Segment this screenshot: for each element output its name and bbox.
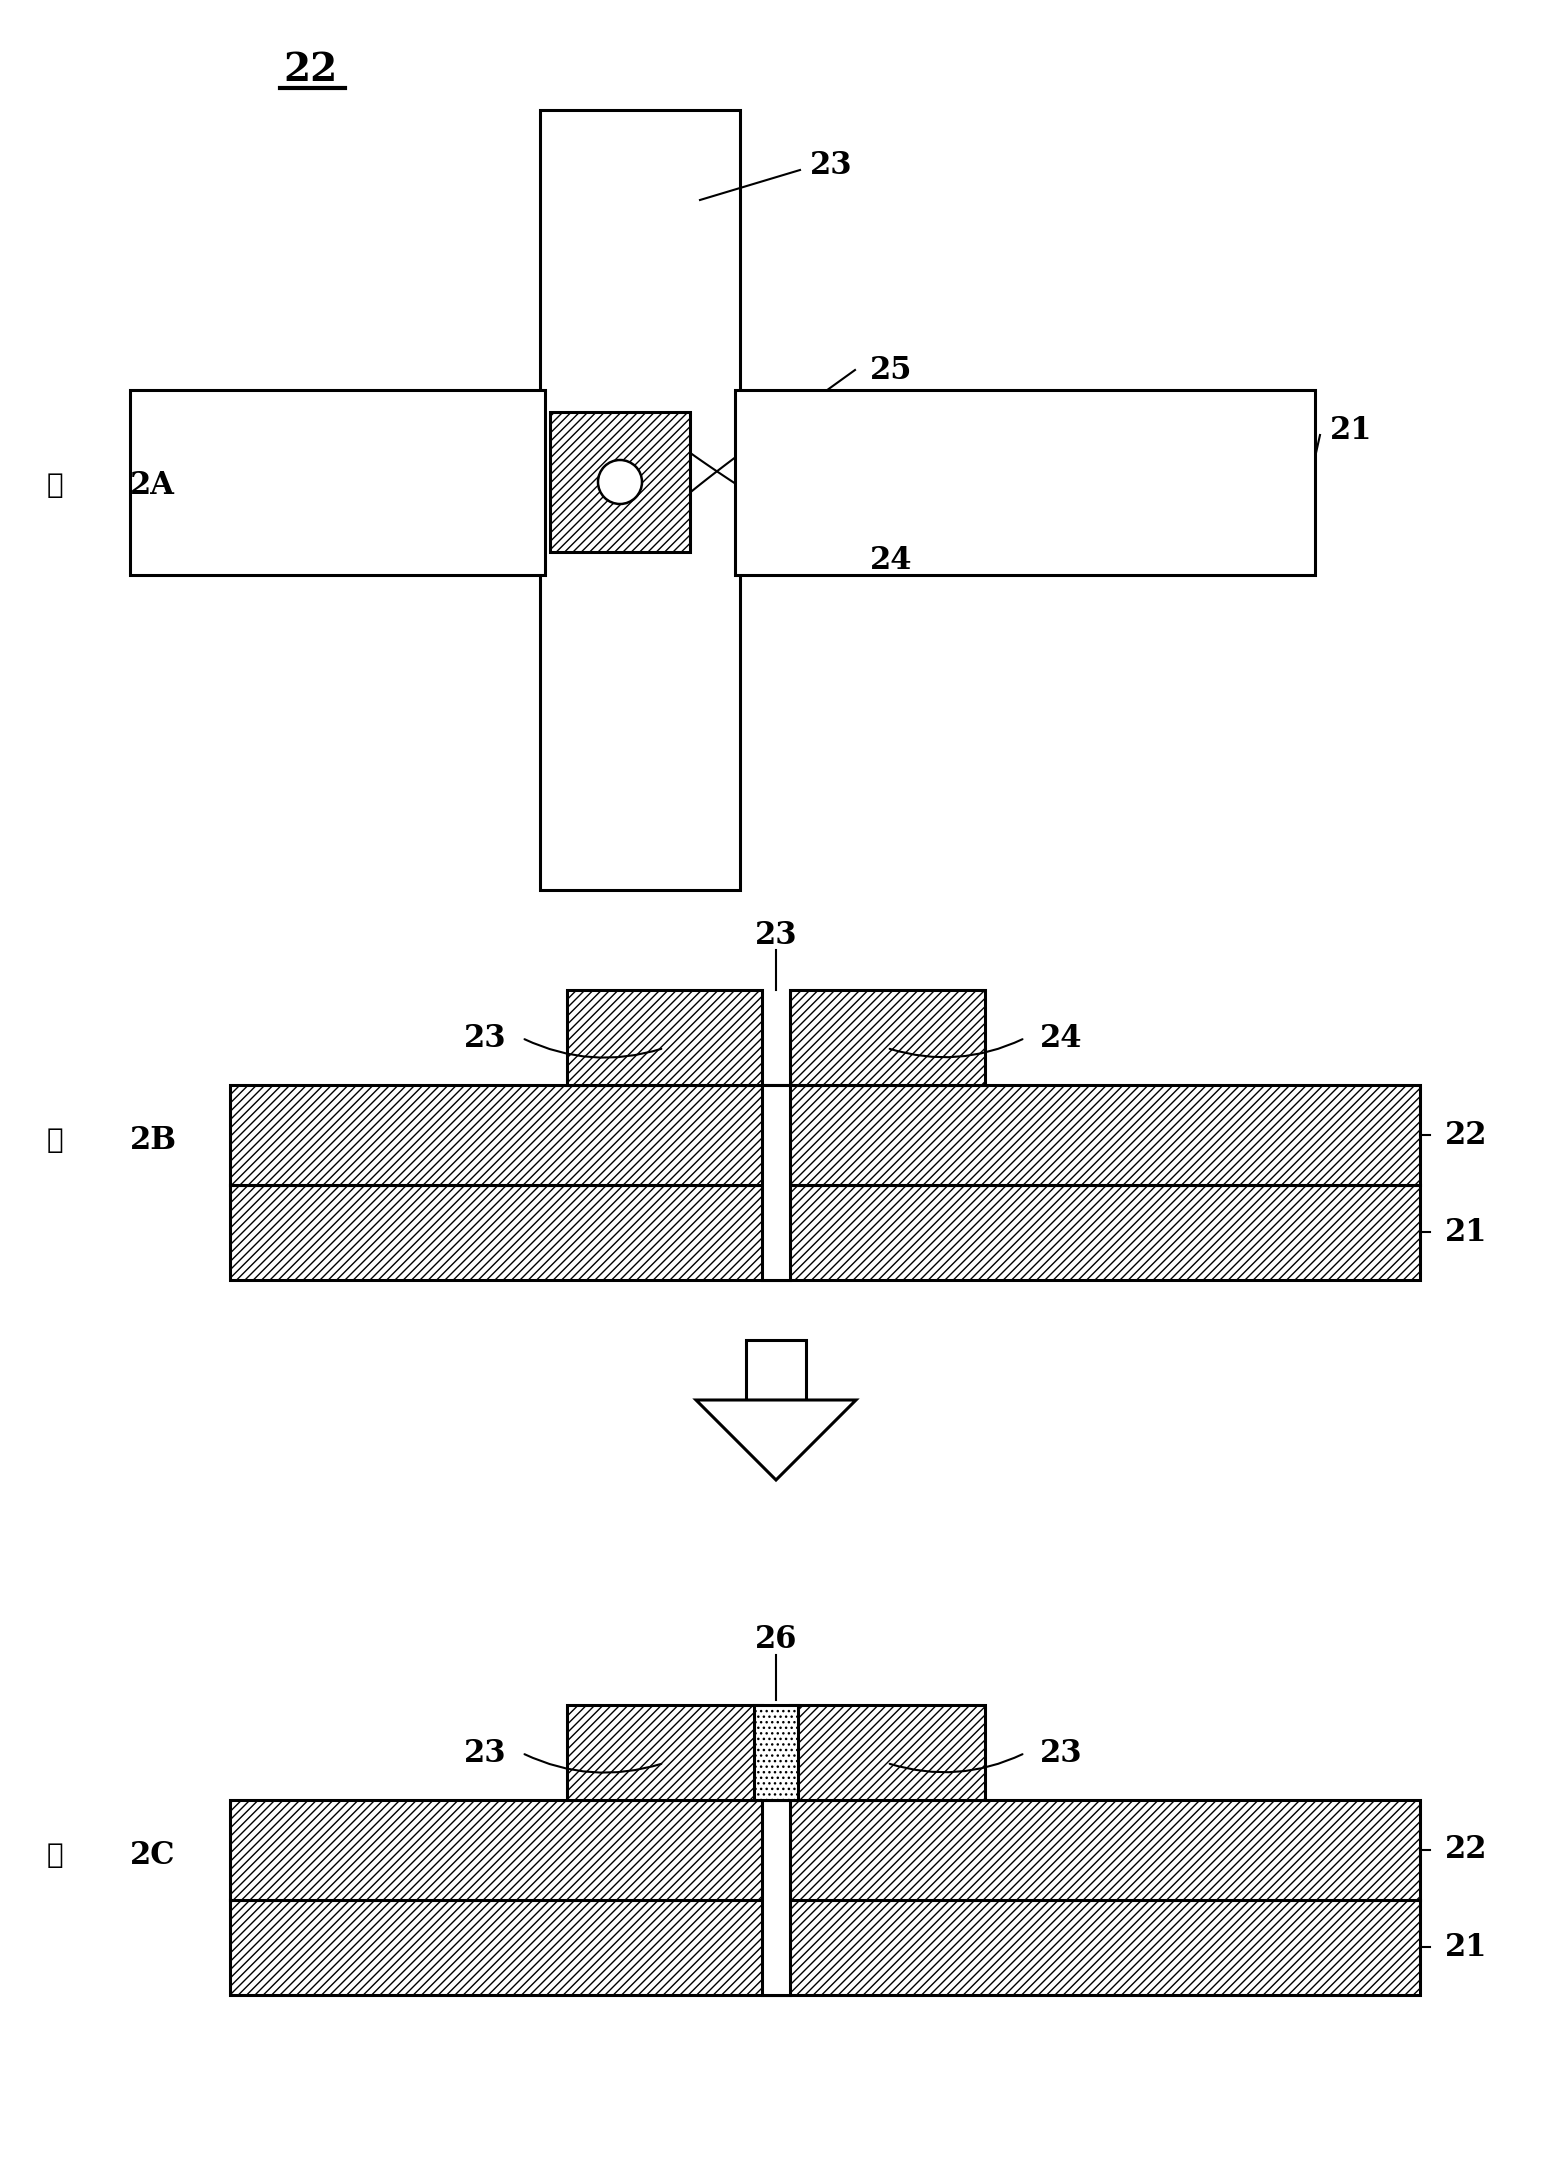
Text: 図: 図: [47, 1842, 64, 1868]
Text: 23: 23: [464, 1023, 508, 1054]
Text: 25: 25: [871, 353, 913, 386]
Bar: [566, 1704, 762, 1800]
Bar: [230, 1084, 1420, 1185]
Bar: [762, 1084, 790, 1281]
Text: 24: 24: [871, 546, 913, 576]
Text: 23: 23: [754, 919, 798, 951]
Bar: [130, 391, 545, 576]
Text: 24: 24: [1040, 1023, 1082, 1054]
Text: 2A: 2A: [130, 469, 175, 500]
Text: 図: 図: [47, 471, 64, 497]
Text: 21: 21: [1330, 415, 1372, 445]
Bar: [230, 1901, 1420, 1994]
Text: 23: 23: [1040, 1737, 1083, 1767]
Text: 22: 22: [1445, 1835, 1487, 1866]
Text: 図: 図: [47, 1126, 64, 1154]
Bar: [230, 1185, 1420, 1281]
Text: 2C: 2C: [130, 1839, 175, 1870]
Bar: [762, 1800, 790, 1994]
Bar: [736, 391, 1315, 576]
Circle shape: [598, 460, 643, 504]
Bar: [230, 1800, 1420, 1901]
Bar: [549, 412, 691, 552]
Text: 22: 22: [282, 50, 337, 89]
Bar: [754, 1704, 798, 1800]
Text: 21: 21: [1445, 1931, 1487, 1962]
Text: 23: 23: [464, 1737, 508, 1767]
Polygon shape: [695, 1401, 857, 1479]
Bar: [790, 1704, 986, 1800]
Text: 22: 22: [1445, 1119, 1487, 1150]
Text: 26: 26: [754, 1626, 798, 1656]
Bar: [747, 1340, 805, 1401]
Bar: [540, 109, 740, 890]
Text: 2B: 2B: [130, 1124, 177, 1156]
Text: 21: 21: [1445, 1218, 1487, 1248]
Bar: [566, 991, 762, 1084]
Text: 23: 23: [810, 151, 852, 181]
Bar: [790, 991, 986, 1084]
